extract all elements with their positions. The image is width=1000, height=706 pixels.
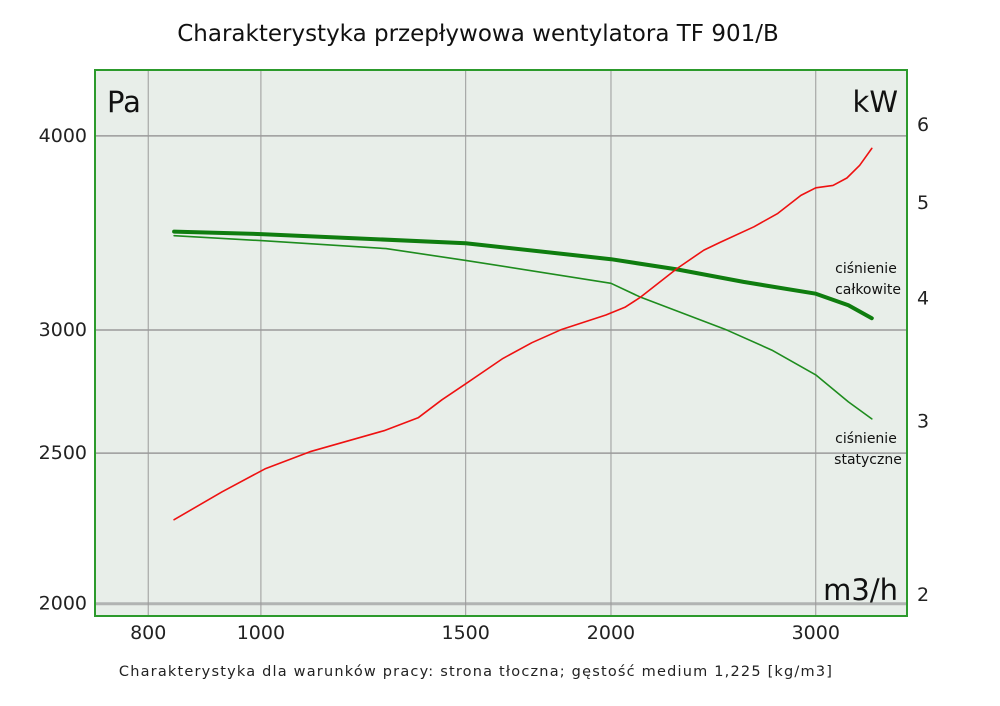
- x-axis-unit: m3/h: [823, 573, 898, 607]
- power-line: [173, 147, 873, 521]
- plot-frame: [94, 69, 908, 617]
- total-pressure-label-line1: ciśnienie: [835, 261, 897, 277]
- chart-title: Charakterystyka przepływowa wentylatora …: [177, 21, 779, 47]
- x-tick-label: 2000: [587, 622, 635, 644]
- left-y-tick-label: 2000: [39, 593, 87, 615]
- right-y-tick-label: 4: [917, 288, 929, 310]
- x-tick-label: 1500: [442, 622, 490, 644]
- x-tick-label: 1000: [237, 622, 285, 644]
- plot-area: [95, 70, 907, 616]
- right-y-tick-label: 5: [917, 192, 929, 214]
- total-pressure-label-line2: całkowite: [835, 282, 901, 298]
- right-y-tick-label: 6: [917, 114, 929, 136]
- chart-caption: Charakterystyka dla warunków pracy: stro…: [119, 664, 833, 680]
- right-y-tick-label: 3: [917, 411, 929, 433]
- x-tick-label: 3000: [792, 622, 840, 644]
- right-axis-unit: kW: [853, 85, 898, 119]
- left-y-tick-label: 2500: [39, 442, 87, 464]
- right-y-tick-label: 2: [917, 584, 929, 606]
- left-y-tick-label: 4000: [39, 125, 87, 147]
- static-pressure-line: [173, 234, 873, 420]
- static-pressure-label-line2: statyczne: [834, 452, 902, 468]
- left-axis-unit: Pa: [107, 85, 141, 119]
- x-tick-label: 800: [130, 622, 166, 644]
- left-y-tick-label: 3000: [39, 319, 87, 341]
- static-pressure-label-line1: ciśnienie: [835, 431, 897, 447]
